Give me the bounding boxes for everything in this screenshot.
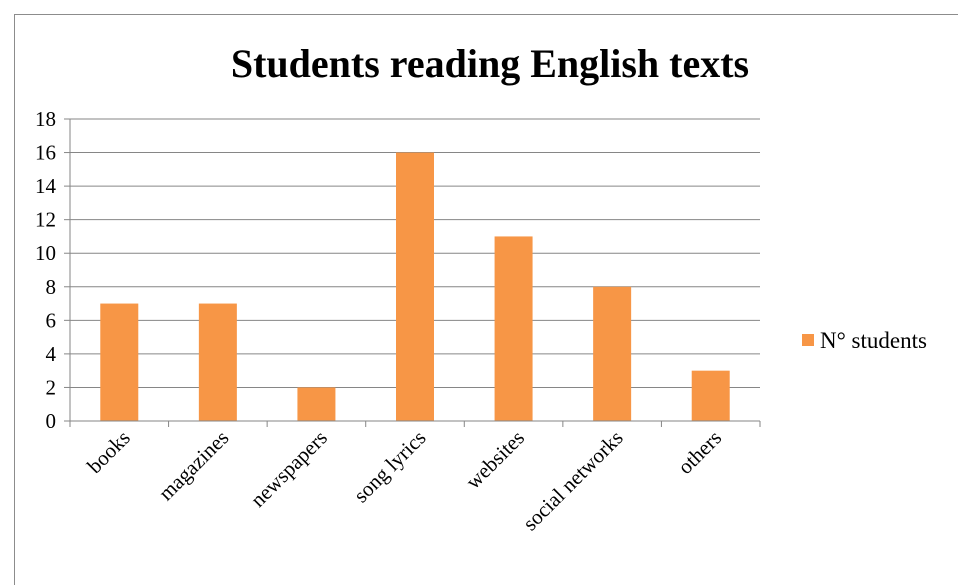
y-tick-label: 6 (46, 308, 57, 332)
bar (100, 303, 139, 421)
x-tick-label: song lyrics (349, 426, 431, 508)
y-tick-label: 8 (46, 275, 57, 299)
bars (100, 152, 730, 422)
y-tick-label: 18 (35, 107, 56, 131)
bar (297, 387, 336, 421)
bar (494, 236, 533, 421)
y-axis-ticks: 0 2 4 6 8 10 12 14 16 18 (35, 107, 70, 433)
x-axis-labels: books magazines newspapers song lyrics websi… (82, 426, 726, 536)
y-tick-label: 0 (46, 409, 57, 433)
legend-swatch (802, 334, 814, 346)
y-tick-label: 10 (35, 241, 56, 265)
x-tick-label: websites (461, 426, 529, 494)
bar (396, 152, 434, 422)
x-tick-label: magazines (154, 426, 234, 506)
y-tick-label: 4 (46, 342, 57, 366)
x-tick-label: social networks (518, 426, 628, 536)
y-tick-label: 2 (46, 375, 57, 399)
y-tick-label: 12 (35, 208, 56, 232)
bar (198, 303, 237, 421)
legend-label: N° students (820, 328, 927, 353)
x-tick-label: newspapers (246, 426, 332, 512)
chart-title: Students reading English texts (231, 41, 749, 86)
x-tick-label: books (82, 426, 134, 478)
bar (593, 286, 632, 421)
bar (691, 370, 730, 421)
y-tick-label: 16 (35, 141, 56, 165)
x-tick-label: others (673, 426, 726, 479)
legend: N° students (802, 328, 927, 353)
chart-frame (14, 14, 958, 585)
axes (69, 119, 761, 427)
y-tick-label: 14 (35, 174, 57, 198)
